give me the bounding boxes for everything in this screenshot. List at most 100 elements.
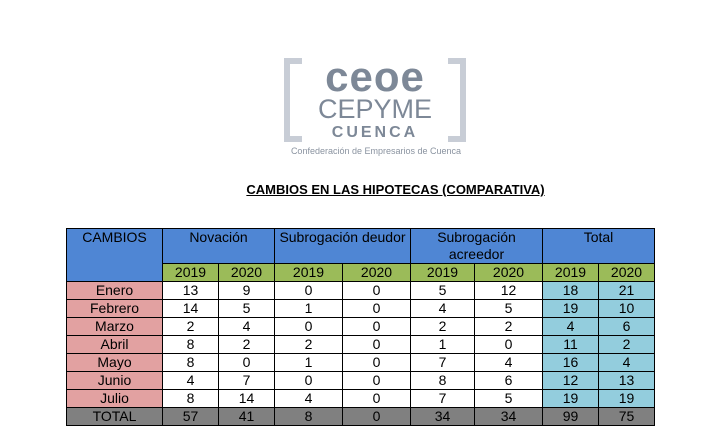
value-cell: 2 <box>274 335 343 354</box>
value-cell: 4 <box>474 353 543 372</box>
table-row: Junio 4 7 0 0 8 6 12 13 <box>66 371 655 390</box>
value-cell: 0 <box>342 407 411 426</box>
ceoe-cepyme-logo: ceoe CEPYME CUENCA Confederación de Empr… <box>284 53 468 158</box>
value-cell: 12 <box>474 281 543 300</box>
value-cell: 21 <box>598 281 655 300</box>
row-label: Enero <box>66 281 163 300</box>
value-cell: 8 <box>162 353 219 372</box>
row-label: Junio <box>66 371 163 390</box>
value-cell: 9 <box>218 281 275 300</box>
value-cell: 5 <box>474 299 543 318</box>
value-cell: 0 <box>474 335 543 354</box>
value-cell: 4 <box>218 317 275 336</box>
value-cell: 7 <box>218 371 275 390</box>
year-header: 2019 <box>274 263 343 282</box>
value-cell: 34 <box>410 407 475 426</box>
year-header: 2020 <box>342 263 411 282</box>
value-cell: 8 <box>162 389 219 408</box>
value-cell: 0 <box>342 281 411 300</box>
value-cell: 6 <box>474 371 543 390</box>
value-cell: 10 <box>598 299 655 318</box>
value-cell: 14 <box>162 299 219 318</box>
value-cell: 0 <box>274 371 343 390</box>
value-cell: 2 <box>162 317 219 336</box>
table-row: Febrero 14 5 1 0 4 5 19 10 <box>66 299 655 318</box>
value-cell: 5 <box>474 389 543 408</box>
page-title: CAMBIOS EN LAS HIPOTECAS (COMPARATIVA) <box>246 182 545 197</box>
value-cell: 5 <box>410 281 475 300</box>
value-cell: 18 <box>542 281 599 300</box>
value-cell: 7 <box>410 353 475 372</box>
year-header: 2020 <box>474 263 543 282</box>
value-cell: 1 <box>274 353 343 372</box>
table-row: Julio 8 14 4 0 7 5 19 19 <box>66 389 655 408</box>
value-cell: 19 <box>598 389 655 408</box>
value-cell: 2 <box>598 335 655 354</box>
value-cell: 11 <box>542 335 599 354</box>
value-cell: 1 <box>274 299 343 318</box>
value-cell: 19 <box>542 389 599 408</box>
year-header: 2020 <box>218 263 275 282</box>
year-header: 2020 <box>598 263 655 282</box>
value-cell: 99 <box>542 407 599 426</box>
year-header: 2019 <box>410 263 475 282</box>
group-header-row: CAMBIOS Novación Subrogación deudor Subr… <box>66 228 655 282</box>
row-label: Febrero <box>66 299 163 318</box>
value-cell: 2 <box>474 317 543 336</box>
group-header-novacion: Novación <box>162 228 275 264</box>
value-cell: 13 <box>598 371 655 390</box>
value-cell: 12 <box>542 371 599 390</box>
value-cell: 8 <box>274 407 343 426</box>
corner-header: CAMBIOS <box>66 228 163 282</box>
year-header: 2019 <box>162 263 219 282</box>
row-label: Marzo <box>66 317 163 336</box>
value-cell: 34 <box>474 407 543 426</box>
value-cell: 14 <box>218 389 275 408</box>
value-cell: 4 <box>598 353 655 372</box>
value-cell: 0 <box>342 299 411 318</box>
logo-tagline: Confederación de Empresarios de Cuenca <box>290 146 462 156</box>
mortgage-changes-table: CAMBIOS Novación Subrogación deudor Subr… <box>66 228 655 426</box>
value-cell: 75 <box>598 407 655 426</box>
value-cell: 4 <box>542 317 599 336</box>
value-cell: 8 <box>162 335 219 354</box>
value-cell: 57 <box>162 407 219 426</box>
value-cell: 0 <box>342 389 411 408</box>
row-label: TOTAL <box>66 407 163 426</box>
row-label: Julio <box>66 389 163 408</box>
table-row: Enero 13 9 0 0 5 12 18 21 <box>66 281 655 300</box>
value-cell: 0 <box>274 281 343 300</box>
value-cell: 13 <box>162 281 219 300</box>
group-header-subrogacion-acreedor: Subrogación acreedor <box>410 228 543 264</box>
value-cell: 7 <box>410 389 475 408</box>
table-row: Abril 8 2 2 0 1 0 11 2 <box>66 335 655 354</box>
value-cell: 0 <box>342 353 411 372</box>
value-cell: 2 <box>410 317 475 336</box>
logo-cepyme-text: CEPYME <box>317 94 433 124</box>
value-cell: 0 <box>342 371 411 390</box>
row-label: Abril <box>66 335 163 354</box>
value-cell: 41 <box>218 407 275 426</box>
value-cell: 0 <box>218 353 275 372</box>
year-header-row: 2019 2020 2019 2020 2019 2020 2019 2020 <box>67 263 655 282</box>
value-cell: 0 <box>342 335 411 354</box>
year-header: 2019 <box>542 263 599 282</box>
value-cell: 5 <box>218 299 275 318</box>
value-cell: 2 <box>218 335 275 354</box>
value-cell: 0 <box>342 317 411 336</box>
value-cell: 8 <box>410 371 475 390</box>
row-label: Mayo <box>66 353 163 372</box>
table-row: Mayo 8 0 1 0 7 4 16 4 <box>66 353 655 372</box>
logo-ceoe-text: ceoe <box>325 53 425 100</box>
value-cell: 1 <box>410 335 475 354</box>
group-header-total: Total <box>542 228 655 264</box>
value-cell: 4 <box>274 389 343 408</box>
value-cell: 4 <box>410 299 475 318</box>
value-cell: 19 <box>542 299 599 318</box>
group-header-subrogacion-deudor: Subrogación deudor <box>274 228 411 264</box>
value-cell: 4 <box>162 371 219 390</box>
value-cell: 0 <box>274 317 343 336</box>
table-row: Marzo 2 4 0 0 2 2 4 6 <box>66 317 655 336</box>
total-row: TOTAL 57 41 8 0 34 34 99 75 <box>66 407 655 426</box>
value-cell: 6 <box>598 317 655 336</box>
